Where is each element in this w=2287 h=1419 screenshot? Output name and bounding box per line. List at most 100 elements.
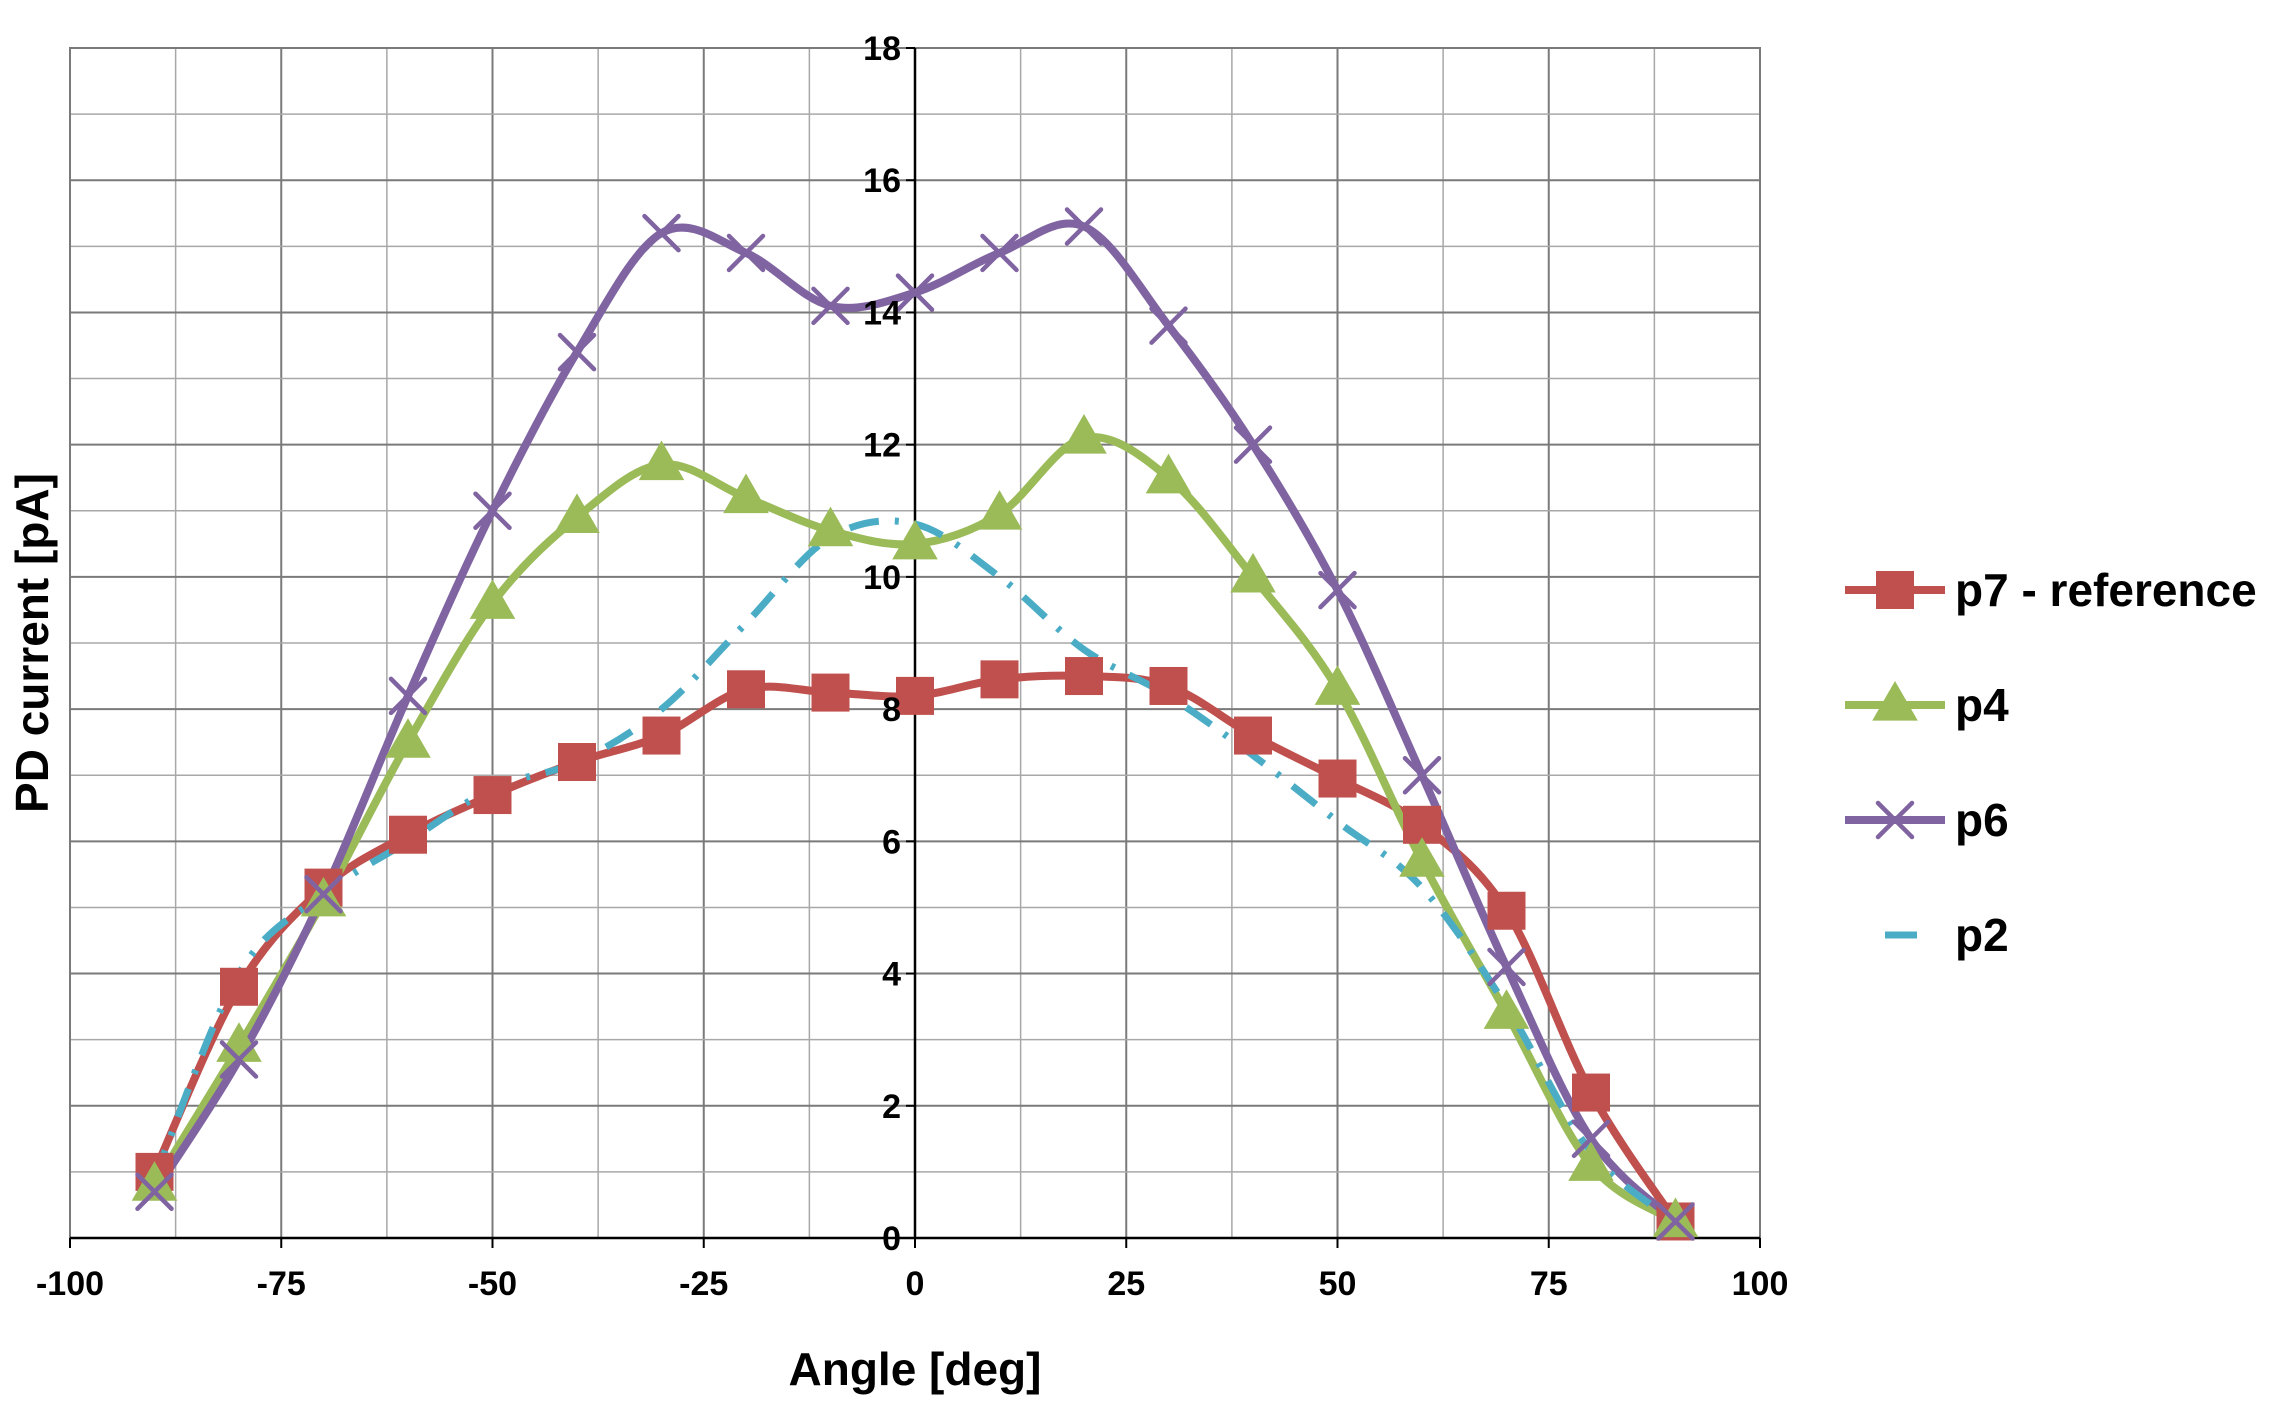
data-point-p4 bbox=[1483, 989, 1530, 1029]
series-markers-p4 bbox=[131, 414, 1699, 1238]
y-tick-label: 14 bbox=[863, 294, 901, 332]
x-tick-label: -75 bbox=[257, 1265, 306, 1303]
data-point-p6 bbox=[135, 1172, 174, 1211]
data-point-p4 bbox=[554, 493, 600, 533]
data-point-p4 bbox=[976, 490, 1023, 530]
data-point-p6-stroke bbox=[811, 286, 850, 326]
y-tick-label: 18 bbox=[863, 30, 901, 68]
legend-label: p7 - reference bbox=[1955, 564, 2257, 616]
x-tick-label: -100 bbox=[36, 1265, 104, 1303]
data-point-p6-stroke bbox=[1064, 207, 1104, 246]
data-point-p7-reference bbox=[642, 716, 681, 755]
series-markers-p7-reference bbox=[135, 657, 1695, 1241]
data-point-p6-stroke bbox=[1318, 570, 1357, 610]
data-point-p6-stroke bbox=[980, 233, 1019, 273]
data-point-p4 bbox=[1230, 552, 1276, 593]
data-point-p4 bbox=[131, 1161, 178, 1201]
data-point-p6-stroke bbox=[304, 874, 343, 914]
data-point-p7-reference bbox=[1234, 716, 1272, 755]
data-point-p7-reference bbox=[980, 660, 1019, 699]
data-point-p7-reference bbox=[1572, 1073, 1610, 1112]
legend-label: p2 bbox=[1955, 909, 2009, 961]
data-point-p6-stroke bbox=[1656, 1202, 1695, 1241]
data-point-p4 bbox=[1314, 665, 1361, 705]
data-point-p6-stroke bbox=[473, 491, 512, 531]
series-markers bbox=[131, 207, 1699, 1241]
data-point-p6-stroke bbox=[135, 1172, 174, 1211]
y-tick-label: 2 bbox=[882, 1088, 901, 1126]
data-point-p4 bbox=[1568, 1141, 1614, 1181]
data-point-p6-stroke bbox=[895, 273, 935, 312]
data-point-p6 bbox=[1318, 570, 1357, 610]
y-tick-label: 16 bbox=[863, 162, 901, 200]
data-point-p6 bbox=[1149, 306, 1188, 345]
x-tick-label: -25 bbox=[679, 1265, 728, 1303]
legend-item-p6: p6 bbox=[1845, 794, 2009, 846]
y-tick-label: 10 bbox=[863, 559, 901, 597]
data-point-p4 bbox=[638, 440, 685, 481]
data-point-p6-stroke bbox=[388, 676, 428, 716]
data-point-p6 bbox=[219, 1040, 259, 1079]
data-point-p6 bbox=[388, 676, 428, 716]
data-point-p4 bbox=[892, 519, 938, 560]
data-point-p7-reference bbox=[896, 676, 934, 715]
legend-marker bbox=[1876, 571, 1914, 609]
legend-item-p2: p2 bbox=[1885, 909, 2009, 961]
data-point-p6 bbox=[1064, 207, 1104, 246]
data-point-p7-reference bbox=[727, 670, 765, 709]
x-tick-label: 75 bbox=[1530, 1265, 1568, 1303]
data-point-p6 bbox=[895, 273, 935, 312]
data-point-p4 bbox=[1399, 837, 1445, 877]
data-point-p6-stroke bbox=[1402, 755, 1442, 795]
data-point-p4 bbox=[1652, 1197, 1699, 1238]
data-point-p6-stroke bbox=[1149, 306, 1188, 345]
data-point-p6 bbox=[1656, 1202, 1695, 1241]
y-axis-title: PD current [pA] bbox=[6, 473, 58, 813]
data-point-p4 bbox=[1145, 453, 1192, 494]
data-point-p7-reference bbox=[811, 673, 850, 712]
data-point-p6 bbox=[304, 874, 343, 914]
data-point-p6 bbox=[642, 213, 681, 253]
y-tick-label: 4 bbox=[882, 956, 901, 994]
data-point-p6-stroke bbox=[1571, 1119, 1611, 1159]
legend-item-p4: p4 bbox=[1845, 679, 2009, 731]
data-point-p4 bbox=[1061, 414, 1107, 454]
data-point-p6-stroke bbox=[219, 1040, 259, 1079]
data-point-p6 bbox=[1233, 425, 1273, 464]
data-point-p6-stroke bbox=[1233, 425, 1273, 464]
legend-marker bbox=[1872, 681, 1918, 721]
legend-marker-stroke bbox=[1875, 800, 1915, 840]
data-point-p7-reference bbox=[558, 743, 596, 781]
data-point-p6 bbox=[980, 233, 1019, 273]
data-point-p6 bbox=[473, 491, 512, 531]
x-tick-label: 100 bbox=[1732, 1265, 1789, 1303]
data-point-p4 bbox=[723, 473, 769, 514]
data-point-p4 bbox=[385, 718, 431, 758]
data-point-p6-stroke bbox=[642, 213, 681, 253]
data-point-p4 bbox=[807, 506, 854, 547]
legend-item-p7-reference: p7 - reference bbox=[1845, 564, 2257, 616]
x-tick-label: 25 bbox=[1107, 1265, 1145, 1303]
axes bbox=[69, 47, 1761, 1248]
data-point-p7-reference bbox=[1149, 666, 1188, 705]
x-axis-title: Angle [deg] bbox=[789, 1343, 1042, 1395]
data-point-p7-reference bbox=[389, 815, 427, 854]
data-point-p7-reference bbox=[1065, 657, 1103, 696]
data-point-p6-stroke bbox=[557, 332, 597, 372]
data-point-p7-reference bbox=[473, 776, 512, 815]
legend-marker bbox=[1875, 800, 1915, 840]
data-point-p4 bbox=[216, 1022, 262, 1062]
data-point-p6 bbox=[1487, 947, 1526, 987]
y-tick-label: 0 bbox=[882, 1220, 901, 1258]
legend-label: p4 bbox=[1955, 679, 2009, 731]
x-tick-label: 0 bbox=[906, 1265, 925, 1303]
tick-labels: -100 -75 -50 -25 0 25 50 75 100 0 2 4 6 8 10 12 14 16 18 bbox=[36, 30, 1788, 1303]
series-markers-p6 bbox=[135, 207, 1695, 1241]
x-tick-label: -50 bbox=[468, 1265, 517, 1303]
legend: p7 - reference p4 p6 p2 bbox=[1845, 564, 2257, 961]
y-tick-label: 8 bbox=[882, 691, 901, 729]
data-point-p7-reference bbox=[1487, 891, 1526, 930]
data-point-p6 bbox=[726, 233, 766, 273]
